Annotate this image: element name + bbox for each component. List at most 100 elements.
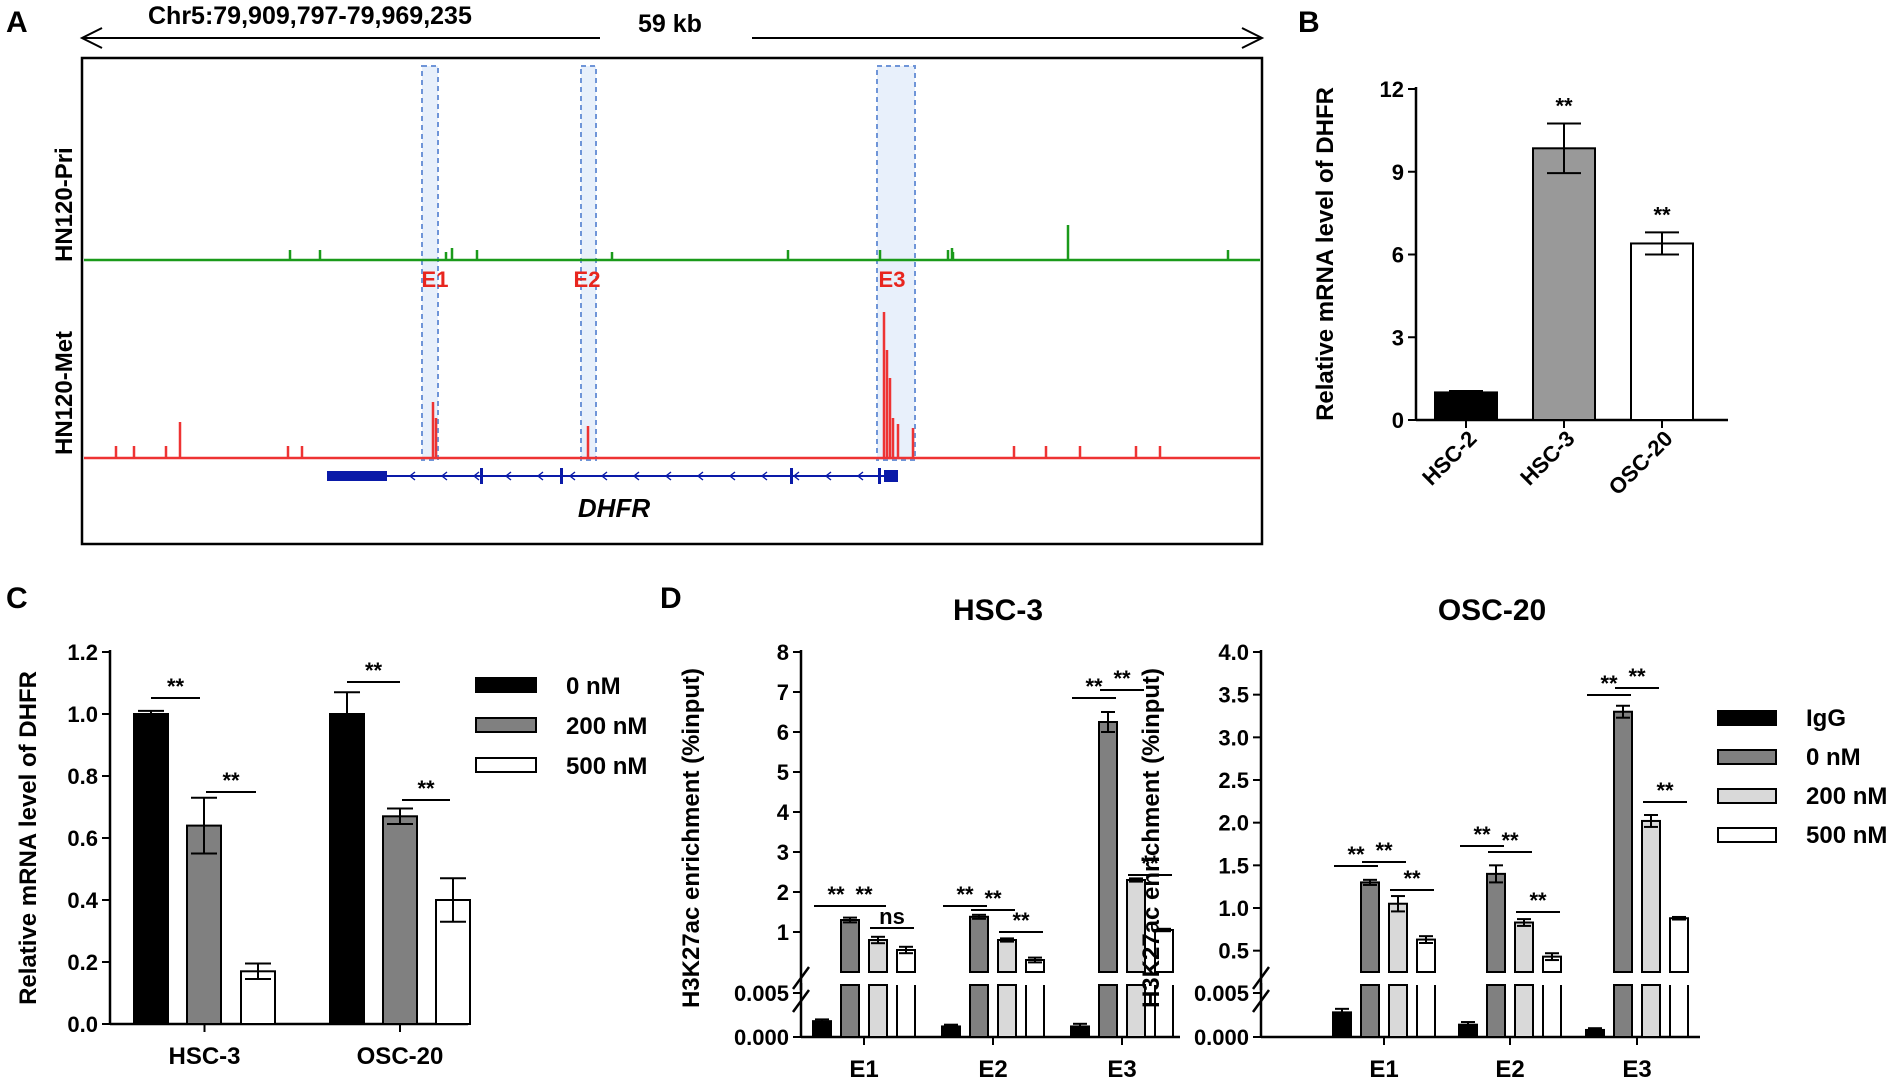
enhancer-region-box [421,65,439,461]
strand-arrow [696,471,704,481]
strand-arrow [536,471,544,481]
gene-exon-3utr [327,471,387,481]
x-tick-label: OSC-20 [357,1043,444,1070]
strand-arrow [824,471,832,481]
significance-label: ** [855,882,873,907]
enhancer-region-box [876,65,916,461]
gene-exon [480,468,483,484]
y-tick-label: 0.000 [1194,1025,1249,1050]
significance-label: ** [956,882,974,907]
panel-label-d: D [660,582,682,615]
legend-label: 0 nM [1806,744,1861,771]
y-tick-label: 1.5 [1218,853,1249,878]
bar-stub [969,984,989,1038]
gene-exon [790,468,793,484]
significance-label: ns [879,904,905,929]
bar [969,915,989,973]
strand-arrow [440,471,448,481]
scale-kb-label: 59 kb [638,10,702,38]
legend-swatch [475,677,537,693]
significance-label: ** [1628,664,1646,689]
legend-label: 500 nM [1806,822,1887,849]
x-tick-label: E2 [1495,1056,1524,1082]
legend-label: 0 nM [566,673,621,700]
y-axis-title: H3K27ac enrichment (%input) [1138,668,1165,1008]
x-tick-label: E1 [1369,1056,1398,1082]
significance-label: ** [417,776,435,801]
significance-label: ** [1555,93,1573,118]
legend-swatch [475,717,537,733]
panel-label-c: C [6,582,28,615]
chart-d-osc20: OSC-20 H3K27ac enrichment (%input) 0.5 1.0 1… [1138,594,1887,1082]
y-axis-title: Relative mRNA level of DHFR [15,671,42,1005]
bar [329,713,365,1025]
y-tick-label: 9 [1392,160,1404,185]
y-tick-label: 0.2 [67,950,98,975]
legend-swatch [1717,827,1777,843]
track-label-pri: HN120-Pri [51,147,78,262]
x-tick-label: E3 [1107,1056,1136,1082]
bar [1641,819,1661,974]
significance-label: ** [1375,838,1393,863]
enhancer-label-e1: E1 [422,267,449,292]
strand-arrow [472,471,480,481]
y-tick-label: 0.8 [67,764,98,789]
bar-stub [1388,984,1408,1038]
y-tick-label: 1.0 [1218,896,1249,921]
y-tick-label: 1 [777,920,789,945]
legend-label: IgG [1806,705,1846,732]
y-tick-label: 3 [777,840,789,865]
strand-arrow [728,471,736,481]
genomic-region-label: Chr5:79,909,797-79,969,235 [148,2,472,30]
bar-hsc-2 [1434,391,1498,421]
genome-browser-panel: Chr5:79,909,797-79,969,235 59 kb HN120-P… [51,2,1265,546]
bar [186,824,222,1025]
y-tick-label: 2.5 [1218,768,1249,793]
y-tick-label: 12 [1380,77,1404,102]
bar [868,939,888,973]
y-tick-label: 6 [777,720,789,745]
y-tick-label: 0.6 [67,826,98,851]
significance-label: ** [167,674,185,699]
chart-b: Relative mRNA level of DHFR 0 3 6 9 12 HSC-2 HS… [1312,77,1728,500]
significance-label: ** [1012,908,1030,933]
y-tick-label: 1.0 [67,702,98,727]
legend-swatch [1717,788,1777,804]
bar [133,713,169,1025]
x-tick-label: E2 [978,1056,1007,1082]
bar-stub [1641,984,1661,1038]
bar-stub [997,984,1017,1038]
y-tick-label: 7 [777,680,789,705]
strand-arrow [600,471,608,481]
panel-label-a: A [6,6,28,39]
y-tick-label: 0.5 [1218,939,1249,964]
browser-frame [80,56,1264,546]
axis-break-mark [791,989,811,1013]
bar [1514,921,1534,973]
bar-stub [868,984,888,1038]
scale-arrowhead-left [79,27,103,49]
bar [1360,881,1380,974]
y-tick-label: 3.0 [1218,725,1249,750]
significance-label: ** [1403,866,1421,891]
enhancer-label-e2: E2 [574,267,601,292]
strand-arrow [856,471,864,481]
strand-arrow [792,471,800,481]
bar [1416,938,1436,973]
strand-arrow [632,471,640,481]
bar-hsc-3 [1532,147,1596,421]
strand-arrow [760,471,768,481]
significance-label: ** [1653,202,1671,227]
significance-label: ** [1656,778,1674,803]
significance-label: ** [827,882,845,907]
bar [1669,917,1689,973]
y-tick-label: 3 [1392,325,1404,350]
y-tick-label: 5 [777,760,789,785]
bar [382,815,418,1025]
bar-stub [1126,984,1146,1038]
significance-label: ** [1600,671,1618,696]
scale-arrowhead-right [1241,27,1265,49]
significance-label: ** [1347,842,1365,867]
bar [240,970,276,1025]
enhancer-label-e3: E3 [879,267,906,292]
